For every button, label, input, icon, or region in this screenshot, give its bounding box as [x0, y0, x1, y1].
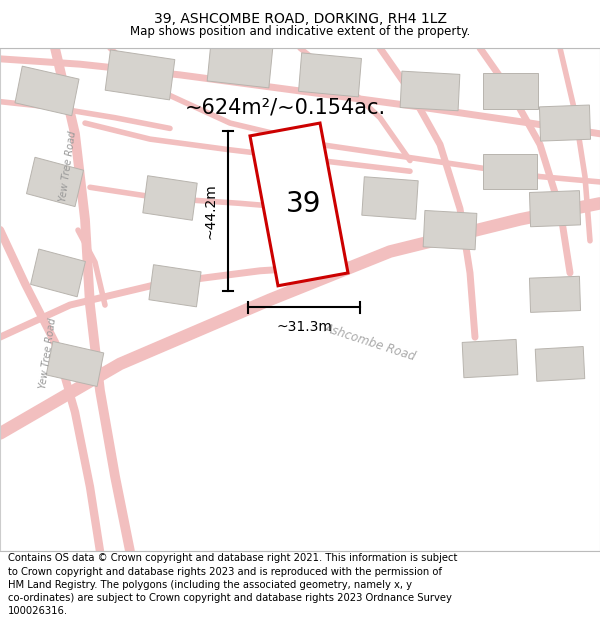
Text: Map shows position and indicative extent of the property.: Map shows position and indicative extent… [130, 24, 470, 38]
Polygon shape [539, 105, 590, 141]
Text: Contains OS data © Crown copyright and database right 2021. This information is : Contains OS data © Crown copyright and d… [8, 554, 457, 616]
Polygon shape [31, 249, 85, 297]
Polygon shape [482, 72, 538, 109]
Text: ~31.3m: ~31.3m [276, 320, 332, 334]
Polygon shape [149, 265, 201, 307]
Polygon shape [535, 346, 585, 381]
Polygon shape [26, 158, 83, 207]
Polygon shape [46, 341, 104, 386]
Text: Yew Tree Road: Yew Tree Road [38, 317, 58, 389]
Text: ~44.2m: ~44.2m [204, 183, 218, 239]
Polygon shape [423, 211, 477, 250]
Text: Ashcombe Road: Ashcombe Road [323, 322, 418, 364]
Text: ~624m²/~0.154ac.: ~624m²/~0.154ac. [185, 97, 386, 117]
Text: Yew Tree Road: Yew Tree Road [58, 130, 78, 202]
Polygon shape [299, 53, 361, 97]
Polygon shape [250, 123, 348, 286]
Polygon shape [362, 177, 418, 219]
Polygon shape [529, 276, 581, 312]
Polygon shape [400, 71, 460, 111]
Polygon shape [105, 50, 175, 100]
Text: 39: 39 [286, 191, 322, 218]
Polygon shape [143, 176, 197, 220]
Polygon shape [15, 66, 79, 116]
Polygon shape [483, 154, 537, 189]
Polygon shape [529, 191, 581, 227]
Polygon shape [462, 339, 518, 377]
Polygon shape [207, 41, 273, 88]
Text: 39, ASHCOMBE ROAD, DORKING, RH4 1LZ: 39, ASHCOMBE ROAD, DORKING, RH4 1LZ [154, 12, 446, 26]
